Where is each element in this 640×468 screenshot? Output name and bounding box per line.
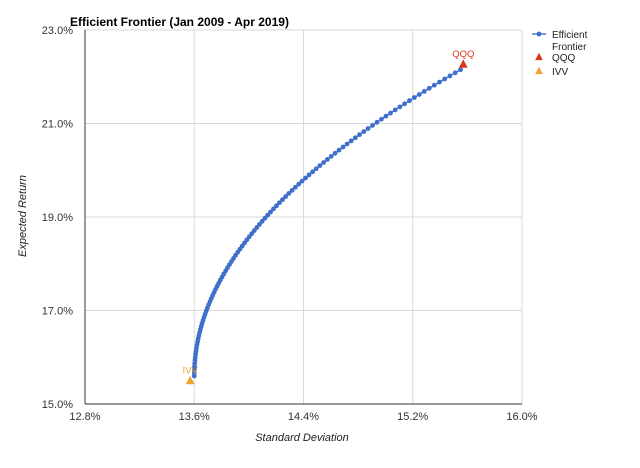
legend-ivv-swatch [535, 66, 543, 75]
frontier-point [458, 67, 463, 73]
qqq-marker [458, 59, 468, 68]
frontier-point [289, 187, 295, 193]
frontier-point [397, 104, 403, 110]
legend-frontier-label: Frontier [552, 42, 587, 53]
frontier-point [283, 194, 289, 199]
frontier-point [344, 141, 350, 147]
frontier-point [310, 169, 316, 175]
frontier-point [383, 113, 389, 119]
frontier-point [265, 212, 271, 218]
frontier-point [421, 88, 427, 94]
frontier-point [452, 70, 458, 76]
frontier-point [317, 163, 323, 169]
y-tick-label: 23.0% [42, 25, 73, 37]
frontier-point [306, 172, 312, 178]
frontier-point [299, 178, 305, 184]
x-tick-label: 16.0% [506, 411, 537, 423]
x-tick-label: 13.6% [179, 411, 210, 423]
x-tick-label: 15.2% [397, 411, 428, 423]
legend-frontier-swatch-dot [536, 31, 542, 37]
y-tick-label: 15.0% [42, 399, 73, 411]
asset-markers: QQQ IVV [182, 49, 474, 385]
legend-qqq-label: QQQ [552, 53, 576, 64]
frontier-point [328, 153, 334, 159]
frontier-point [370, 123, 375, 128]
y-tick-label: 17.0% [42, 306, 73, 318]
frontier-point [277, 200, 282, 206]
x-tick-label: 12.8% [69, 411, 100, 423]
frontier-point [411, 95, 417, 100]
frontier-point [388, 110, 393, 116]
frontier-point [392, 107, 398, 113]
frontier-point [352, 135, 358, 141]
frontier-point [324, 157, 330, 162]
frontier-point [447, 73, 453, 79]
frontier-point [442, 76, 448, 82]
frontier-point [303, 175, 308, 181]
frontier-point [365, 126, 371, 131]
y-tick-label: 19.0% [42, 212, 73, 224]
frontier-point [321, 160, 327, 165]
legend-qqq-swatch [535, 52, 543, 61]
chart-title: Efficient Frontier (Jan 2009 - Apr 2019) [70, 15, 289, 29]
x-tick-label: 14.4% [288, 411, 319, 423]
qqq-point-label: QQQ [452, 49, 474, 60]
legend-frontier-label: Efficient [552, 30, 588, 41]
axes [84, 30, 522, 405]
frontier-point [426, 85, 432, 91]
frontier-point [407, 98, 412, 104]
legend-ivv-label: IVV [552, 67, 568, 78]
frontier-point [332, 150, 338, 156]
frontier-point [313, 166, 319, 172]
frontier-point [361, 129, 367, 134]
frontier-point [268, 209, 273, 215]
tick-labels: 12.8% 13.6% 14.4% 15.2% 16.0% 15.0% 17.0% 19.0%… [42, 25, 538, 423]
frontier-point [437, 79, 442, 85]
frontier-point [431, 82, 437, 88]
frontier-point [286, 191, 292, 196]
x-axis-title: Standard Deviation [255, 432, 349, 444]
frontier-point [357, 132, 362, 138]
y-axis-title: Expected Return [17, 175, 29, 257]
ivv-marker [185, 375, 195, 385]
frontier-point [296, 181, 302, 187]
frontier-point [280, 197, 285, 203]
y-tick-label: 21.0% [42, 119, 73, 131]
frontier-point [374, 119, 380, 125]
frontier-point [259, 218, 265, 224]
frontier-point [336, 147, 342, 153]
frontier-point [402, 101, 408, 107]
frontier-point [292, 184, 298, 190]
frontier-point [262, 215, 268, 221]
ivv-point-label: IVV [182, 366, 198, 377]
grid-lines [85, 29, 523, 404]
frontier-point [379, 116, 384, 122]
frontier-point [274, 203, 279, 209]
frontier-point [340, 144, 346, 150]
frontier-point [416, 92, 422, 97]
frontier-point [348, 138, 354, 144]
efficient-frontier-series [191, 67, 463, 379]
frontier-point [257, 221, 262, 227]
frontier-line [193, 69, 461, 376]
frontier-point [271, 206, 276, 212]
